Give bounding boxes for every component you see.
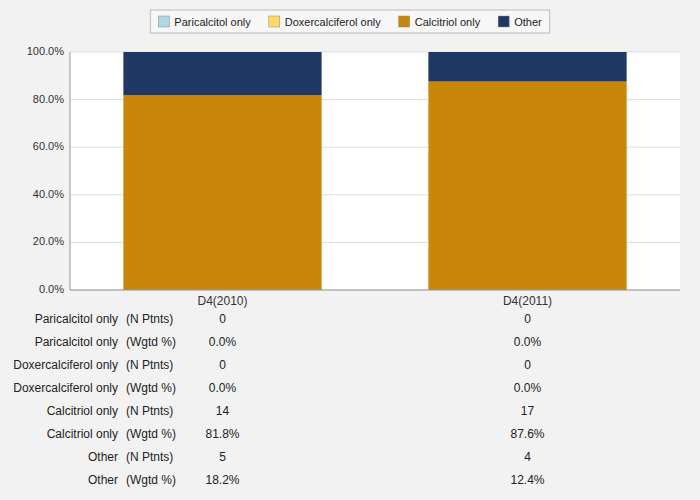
table-cell: 14 (216, 404, 230, 418)
legend-frame (150, 10, 549, 33)
table-cell: 0 (219, 358, 226, 372)
table-cell: 17 (521, 404, 535, 418)
y-grid (70, 52, 680, 290)
table-cell: 18.2% (205, 473, 239, 487)
legend-swatch (269, 16, 280, 27)
legend-swatch (399, 16, 410, 27)
y-tick-label: 100.0% (27, 45, 65, 57)
table-cell: 0 (219, 312, 226, 326)
bars (123, 52, 626, 290)
legend: Paricalcitol only Doxercalciferol only Cal… (150, 10, 549, 33)
table: Paricalcitol only (N Ptnts) 0 0 Paricalcitol… (13, 312, 545, 487)
bar-segment (428, 52, 626, 82)
grid-line (70, 290, 680, 291)
table-cell: Calcitriol only (47, 404, 118, 418)
table-cell: (N Ptnts) (126, 358, 173, 372)
legend-swatch (498, 16, 509, 27)
table-cell: 5 (219, 450, 226, 464)
table-cell: (N Ptnts) (126, 312, 173, 326)
plot-background (70, 52, 680, 290)
table-cell: Doxercalciferol only (13, 358, 118, 372)
legend-entry: Doxercalciferol only (285, 16, 381, 28)
background (0, 0, 700, 500)
table-cell: Paricalcitol only (35, 312, 118, 326)
table-cell: 0 (524, 358, 531, 372)
legend-entry: Calcitriol only (415, 16, 481, 28)
bar-segment (428, 82, 626, 290)
table-cell: 0.0% (514, 381, 542, 395)
legend-swatch (158, 16, 169, 27)
table-cell: (Wgtd %) (126, 335, 176, 349)
table-cell: 12.4% (510, 473, 544, 487)
y-tick-label: 40.0% (33, 188, 64, 200)
table-cell: 0.0% (514, 335, 542, 349)
bar-segment (123, 95, 321, 290)
table-cell: (Wgtd %) (126, 473, 176, 487)
table-cell: Other (88, 450, 118, 464)
table-cell: (N Ptnts) (126, 450, 173, 464)
x-axis (70, 290, 680, 291)
table-cell: 0.0% (209, 381, 237, 395)
bar-segment (123, 52, 321, 95)
table-cell: 0.0% (209, 335, 237, 349)
table-cell: 4 (524, 450, 531, 464)
table-cell: 87.6% (510, 427, 544, 441)
y-tick-label: 0.0% (39, 283, 64, 295)
table-cell: Doxercalciferol only (13, 381, 118, 395)
chart: 0.0%20.0%40.0%60.0%80.0%100.0%D4(2010)D4… (0, 0, 700, 500)
table-cell: 0 (524, 312, 531, 326)
y-tick-label: 80.0% (33, 93, 64, 105)
table-cell: (Wgtd %) (126, 427, 176, 441)
table-cell: 81.8% (205, 427, 239, 441)
x-tick-label: D4(2011) (503, 294, 552, 308)
table-cell: (N Ptnts) (126, 404, 173, 418)
table-cell: Paricalcitol only (35, 335, 118, 349)
legend-entry: Other (514, 16, 542, 28)
legend-entry: Paricalcitol only (174, 16, 251, 28)
y-tick-label: 20.0% (33, 235, 64, 247)
y-axis (70, 52, 71, 290)
table-cell: (Wgtd %) (126, 381, 176, 395)
y-tick-label: 60.0% (33, 140, 64, 152)
table-cell: Calcitriol only (47, 427, 118, 441)
x-tick-label: D4(2010) (197, 294, 247, 308)
table-cell: Other (88, 473, 118, 487)
